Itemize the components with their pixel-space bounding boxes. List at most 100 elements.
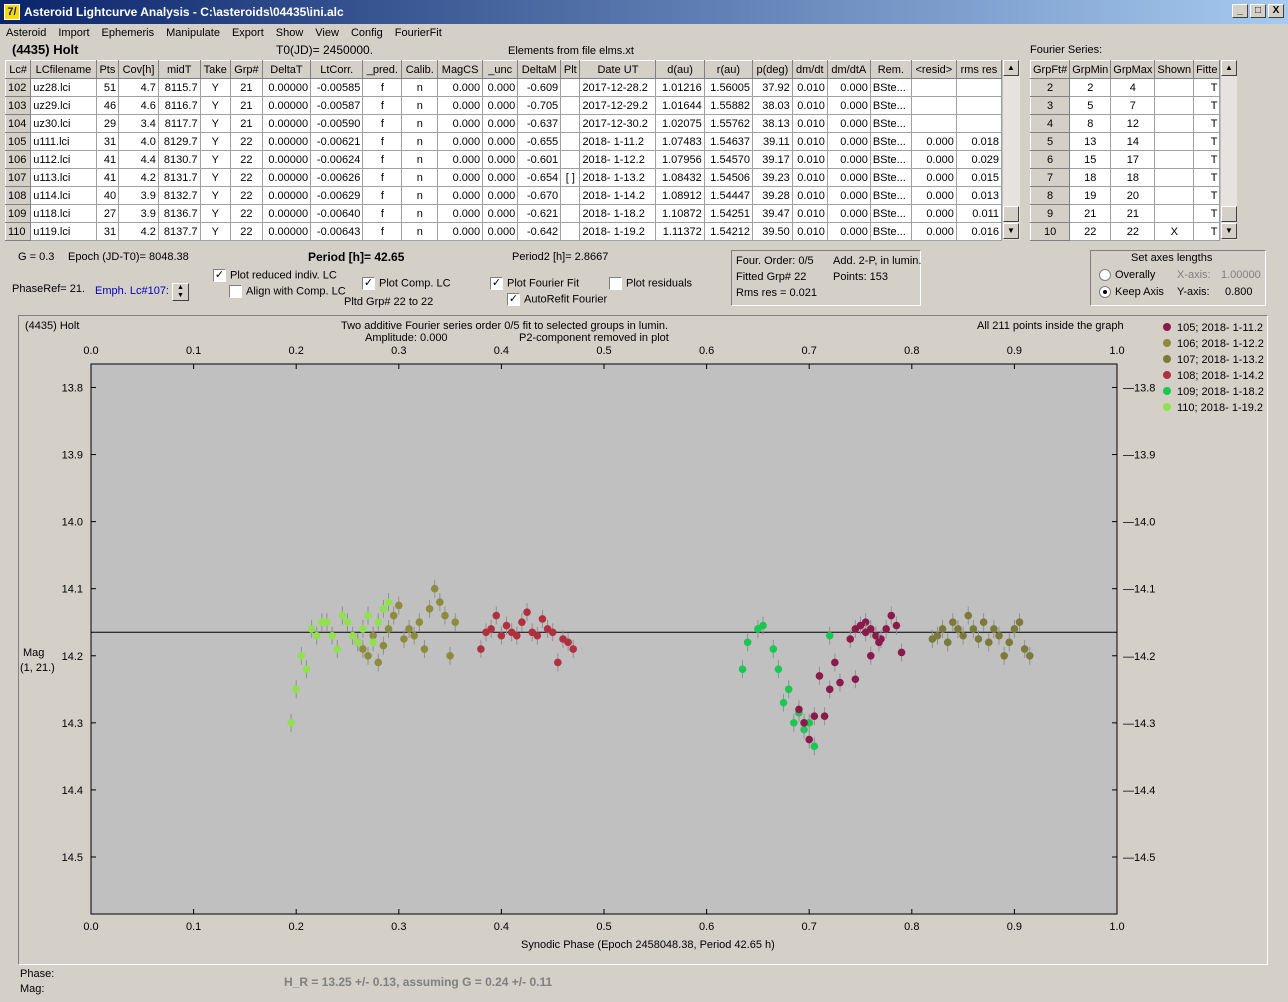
table-cell[interactable]: 2018- 1-14.2 <box>579 186 657 205</box>
table-cell[interactable] <box>955 96 1003 115</box>
table-cell[interactable]: f <box>362 168 403 187</box>
fourier-cell[interactable]: T <box>1193 114 1221 133</box>
column-header[interactable]: MagCS <box>437 60 484 79</box>
table-cell[interactable]: n <box>401 132 439 151</box>
fourier-row[interactable]: 6 15 17 T <box>1029 150 1221 169</box>
fourier-cell[interactable]: T <box>1193 132 1221 151</box>
table-cell[interactable] <box>560 222 581 241</box>
table-cell[interactable]: 8131.7 <box>157 168 201 187</box>
table-cell[interactable]: 0.000 <box>437 150 484 169</box>
fourier-cell[interactable] <box>1154 150 1195 169</box>
table-cell[interactable]: 1.54570 <box>703 150 754 169</box>
table-cell[interactable]: BSte... <box>869 96 912 115</box>
table-cell[interactable]: 8117.7 <box>157 114 201 133</box>
table-cell[interactable]: 40 <box>95 186 120 205</box>
table-cell[interactable]: 0.000 <box>482 186 519 205</box>
period2-value[interactable]: Period2 [h]= 2.8667 <box>512 251 609 263</box>
table-cell[interactable]: 1.56005 <box>703 78 754 97</box>
fourier-cell[interactable]: 21 <box>1110 204 1156 223</box>
table-cell[interactable]: -0.00621 <box>310 132 364 151</box>
table-cell[interactable]: 4.6 <box>118 96 159 115</box>
column-header[interactable]: dm/dtA <box>826 60 871 79</box>
table-cell[interactable]: 1.01216 <box>655 78 705 97</box>
column-header[interactable]: Lc# <box>4 60 32 79</box>
table-cell[interactable] <box>560 114 581 133</box>
table-cell[interactable]: BSte... <box>869 114 912 133</box>
table-row[interactable]: 104 uz30.lci 29 3.4 8117.7 Y 21 0.00000 -0.00590… <box>4 114 1003 133</box>
table-cell[interactable]: BSte... <box>869 150 912 169</box>
fourier-cell[interactable]: 22 <box>1110 222 1156 241</box>
fourier-row[interactable]: 7 18 18 T <box>1029 168 1221 187</box>
fourier-series-table[interactable]: GrpFt# GrpMin GrpMax Shown Fitte 2 2 4 T 3 5 7 T 4 8 12… <box>1029 60 1221 241</box>
menu-ephemeris[interactable]: Ephemeris <box>101 27 155 39</box>
table-cell[interactable]: 39.17 <box>752 150 793 169</box>
table-cell[interactable]: 22 <box>230 168 263 187</box>
table-cell[interactable]: 8130.7 <box>157 150 201 169</box>
fourier-cell[interactable] <box>1154 168 1195 187</box>
column-header[interactable]: Rem. <box>869 60 912 79</box>
table-cell[interactable]: f <box>362 114 403 133</box>
table-cell[interactable]: 4.2 <box>118 168 159 187</box>
table-cell[interactable]: 0.000 <box>910 150 957 169</box>
fourier-scrollbar[interactable]: ▲ ▼ <box>1220 60 1237 240</box>
table-cell[interactable]: 41 <box>95 168 120 187</box>
table-cell[interactable]: 0.000 <box>826 204 871 223</box>
fourier-cell[interactable]: T <box>1193 204 1221 223</box>
table-cell[interactable]: 21 <box>230 78 263 97</box>
table-cell[interactable]: 0.018 <box>955 132 1003 151</box>
fourier-column-header[interactable]: Shown <box>1154 60 1195 79</box>
fourier-cell[interactable] <box>1154 132 1195 151</box>
fourier-cell[interactable]: 7 <box>1029 168 1071 187</box>
fourier-row[interactable]: 10 22 22 X T <box>1029 222 1221 241</box>
fourier-cell[interactable]: T <box>1193 168 1221 187</box>
table-row[interactable]: 107 u113.lci 41 4.2 8131.7 Y 22 0.00000 -0.00626… <box>4 168 1003 187</box>
table-cell[interactable]: 0.000 <box>826 96 871 115</box>
table-cell[interactable]: 2017-12-30.2 <box>579 114 657 133</box>
table-cell[interactable]: 22 <box>230 186 263 205</box>
table-cell[interactable]: n <box>401 186 439 205</box>
table-cell[interactable] <box>910 78 957 97</box>
table-cell[interactable]: 0.00000 <box>261 96 312 115</box>
table-cell[interactable]: 0.000 <box>437 96 484 115</box>
table-cell[interactable]: 0.000 <box>910 186 957 205</box>
table-cell[interactable]: u111.lci <box>30 132 97 151</box>
fourier-cell[interactable]: 5 <box>1069 96 1112 115</box>
table-cell[interactable]: 1.54637 <box>703 132 754 151</box>
table-cell[interactable]: -0.637 <box>517 114 562 133</box>
table-cell[interactable]: u113.lci <box>30 168 97 187</box>
table-cell[interactable]: 0.000 <box>482 78 519 97</box>
table-cell[interactable]: 0.000 <box>482 132 519 151</box>
table-cell[interactable]: 22 <box>230 150 263 169</box>
column-header[interactable]: rms res <box>955 60 1003 79</box>
table-cell[interactable]: Y <box>199 204 232 223</box>
table-cell[interactable]: 0.000 <box>437 222 484 241</box>
table-cell[interactable]: Y <box>199 78 232 97</box>
table-cell[interactable]: 8115.7 <box>157 78 201 97</box>
table-cell[interactable]: 8116.7 <box>157 96 201 115</box>
table-cell[interactable]: 0.000 <box>910 222 957 241</box>
table-cell[interactable]: BSte... <box>869 204 912 223</box>
table-cell[interactable]: 0.010 <box>791 204 828 223</box>
fourier-cell[interactable]: 15 <box>1069 150 1112 169</box>
table-cell[interactable]: 1.54251 <box>703 204 754 223</box>
table-cell[interactable] <box>910 96 957 115</box>
table-cell[interactable]: 8132.7 <box>157 186 201 205</box>
table-cell[interactable]: 0.000 <box>826 186 871 205</box>
fourier-column-header[interactable]: GrpMax <box>1110 60 1156 79</box>
fourier-cell[interactable]: 12 <box>1110 114 1156 133</box>
table-cell[interactable]: 0.010 <box>791 114 828 133</box>
column-header[interactable]: Calib. <box>401 60 439 79</box>
table-row[interactable]: 110 u119.lci 31 4.2 8137.7 Y 22 0.00000 -0.00643… <box>4 222 1003 241</box>
table-cell[interactable]: 0.000 <box>826 78 871 97</box>
fourier-row[interactable]: 4 8 12 T <box>1029 114 1221 133</box>
column-header[interactable]: LtCorr. <box>310 60 364 79</box>
table-cell[interactable]: 0.010 <box>791 132 828 151</box>
table-cell[interactable]: 1.54212 <box>703 222 754 241</box>
fourier-row[interactable]: 5 13 14 T <box>1029 132 1221 151</box>
table-cell[interactable]: 105 <box>4 132 32 151</box>
table-cell[interactable]: f <box>362 96 403 115</box>
table-cell[interactable]: 0.000 <box>826 150 871 169</box>
table-cell[interactable]: 0.000 <box>437 204 484 223</box>
table-cell[interactable]: 2018- 1-11.2 <box>579 132 657 151</box>
